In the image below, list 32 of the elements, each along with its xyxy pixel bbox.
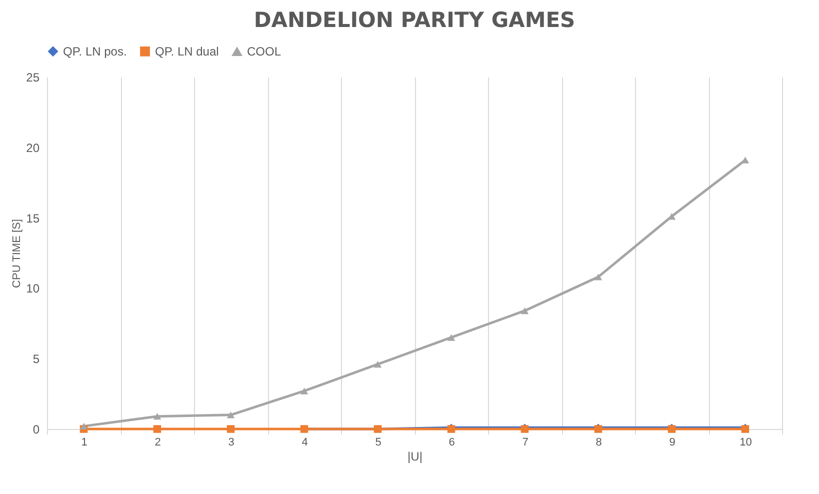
x-tick-label: 6 <box>448 436 455 448</box>
x-tick-label: 3 <box>228 436 234 448</box>
point <box>80 422 88 430</box>
x-tick-label: 4 <box>302 436 308 448</box>
x-tick-label: 7 <box>522 436 528 448</box>
point <box>520 307 529 314</box>
point <box>447 334 456 341</box>
point <box>226 412 235 418</box>
x-tick-label: 5 <box>375 436 382 448</box>
point <box>594 274 602 280</box>
y-tick-label: 15 <box>26 211 40 226</box>
x-tick-label: 1 <box>81 436 88 448</box>
x-axis-title: |U| <box>408 450 422 464</box>
x-tick-label: 9 <box>669 436 676 448</box>
point <box>153 412 162 420</box>
y-tick-label: 25 <box>26 70 40 84</box>
y-tick-label: 0 <box>32 422 40 436</box>
y-tick-label: 10 <box>26 282 40 296</box>
y-tick-label: 20 <box>26 140 40 155</box>
legend-label: QP. LN pos. <box>63 44 127 58</box>
chart-title: DANDELION PARITY GAMES <box>254 8 576 32</box>
point <box>153 425 162 433</box>
x-tick-label: 8 <box>596 436 602 448</box>
point <box>226 425 235 433</box>
x-tick-label: 2 <box>154 436 161 448</box>
point <box>300 388 308 394</box>
y-axis-title: CPU TIME [S] <box>11 219 24 288</box>
legend-label: QP. LN dual <box>155 44 219 58</box>
point <box>374 360 382 368</box>
y-tick-label: 5 <box>32 352 40 366</box>
legend-label: COOL <box>247 44 282 59</box>
x-tick-label: 10 <box>740 436 752 448</box>
